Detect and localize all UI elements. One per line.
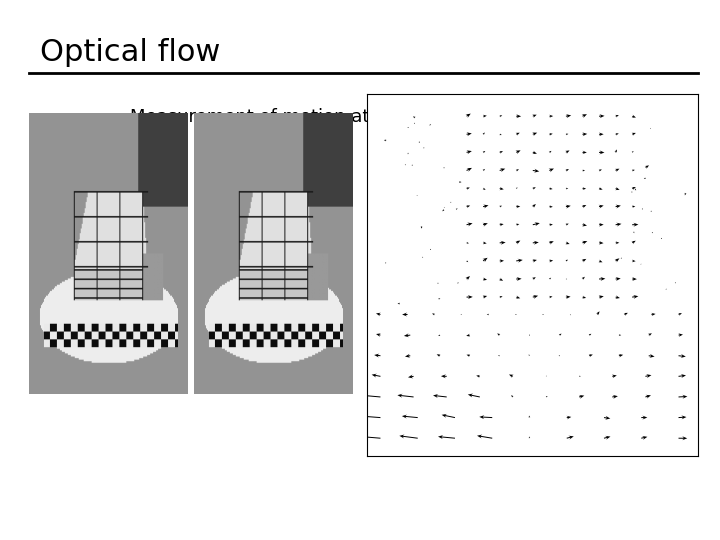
Text: Optical flow: Optical flow	[40, 38, 220, 67]
Text: Measurement of motion at every pixel: Measurement of motion at every pixel	[130, 108, 474, 126]
